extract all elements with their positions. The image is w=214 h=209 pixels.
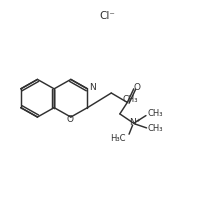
Text: O: O [67,115,74,125]
Text: CH₃: CH₃ [122,95,138,104]
Text: CH₃: CH₃ [148,124,163,133]
Text: CH₃: CH₃ [148,109,163,118]
Text: N⁺: N⁺ [129,118,141,127]
Text: N: N [89,83,96,93]
Text: Cl⁻: Cl⁻ [99,11,115,21]
Text: O: O [133,83,140,92]
Text: H₃C: H₃C [110,134,126,143]
